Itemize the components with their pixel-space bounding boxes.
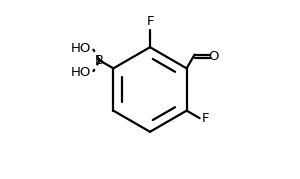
Text: HO: HO bbox=[70, 66, 91, 79]
Text: F: F bbox=[202, 112, 209, 125]
Text: B: B bbox=[95, 54, 104, 67]
Text: F: F bbox=[146, 15, 154, 28]
Text: O: O bbox=[209, 50, 219, 63]
Text: HO: HO bbox=[70, 42, 91, 55]
